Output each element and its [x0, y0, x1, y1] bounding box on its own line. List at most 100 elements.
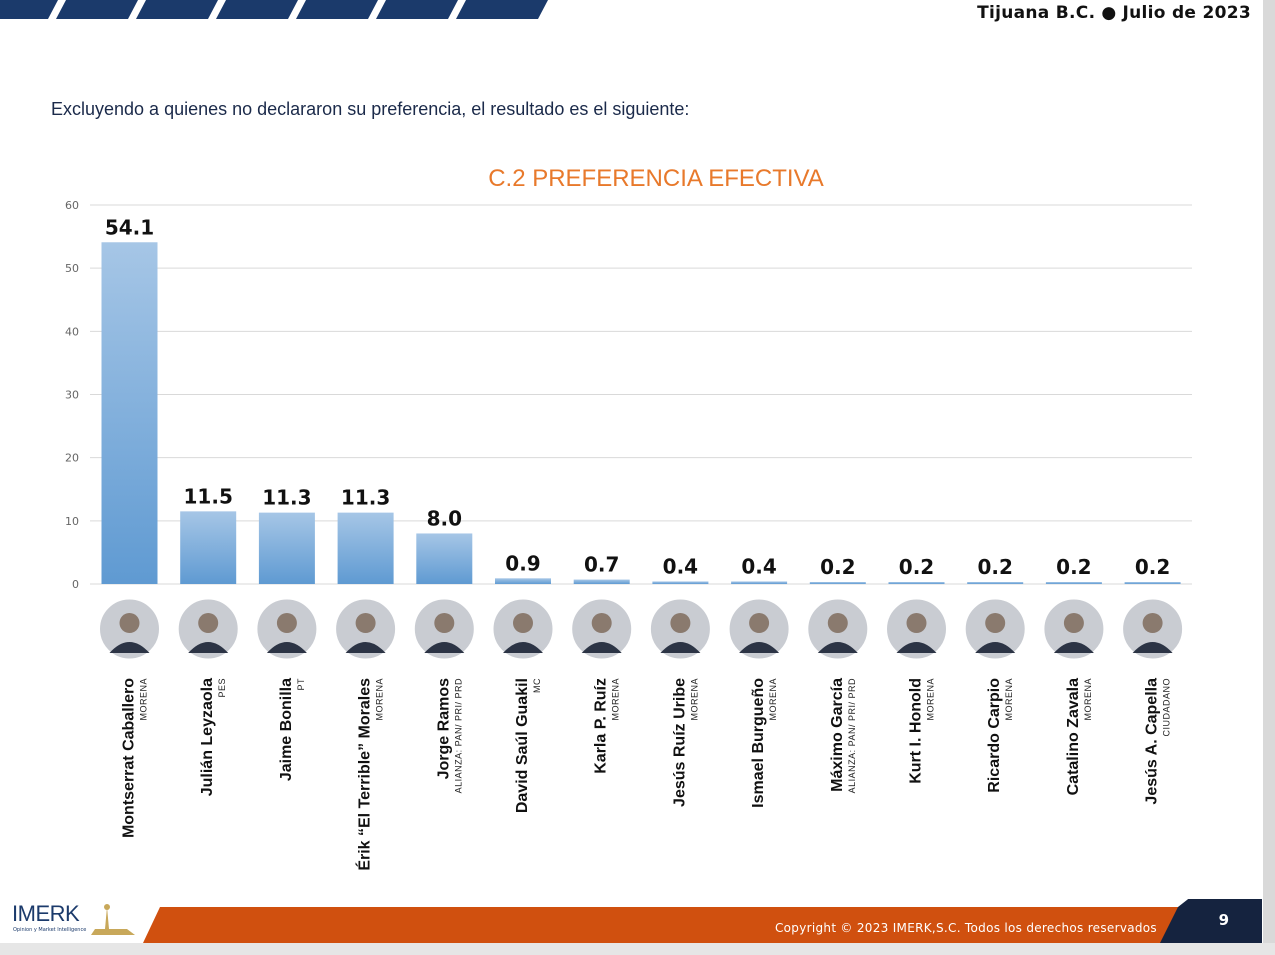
avatar-body-icon	[660, 642, 701, 653]
bar	[809, 582, 866, 584]
avatar-body-icon	[503, 642, 543, 653]
avatar-body-icon	[581, 642, 622, 653]
avatar-body-icon	[739, 642, 780, 653]
y-tick-label: 40	[65, 325, 79, 338]
candidate-name: Ricardo Carpio	[986, 678, 1003, 793]
data-label: 11.5	[184, 484, 233, 508]
bar	[1045, 582, 1102, 584]
data-label: 0.2	[820, 555, 855, 579]
avatar-head-icon	[1142, 613, 1163, 633]
y-tick-label: 30	[65, 389, 79, 402]
avatar-head-icon	[119, 613, 140, 633]
bar	[888, 582, 945, 584]
avatar-head-icon	[1063, 613, 1084, 633]
page-number: 9	[1218, 911, 1229, 929]
candidate-party: MORENA	[1004, 678, 1014, 721]
copyright-text: Copyright © 2023 IMERK,S.C. Todos los de…	[774, 921, 1157, 935]
y-tick-label: 60	[65, 199, 79, 212]
avatar-head-icon	[513, 613, 533, 633]
avatar-body-icon	[109, 642, 150, 653]
candidate-name: Máximo García	[829, 678, 846, 792]
avatar-head-icon	[670, 613, 691, 633]
candidate-name: David Saúl Guakil	[514, 678, 531, 813]
bar	[573, 579, 630, 584]
bar	[337, 512, 394, 584]
avatar-head-icon	[355, 613, 376, 633]
avatar-body-icon	[188, 642, 229, 653]
candidate-party: MORENA	[768, 678, 778, 721]
avatar-body-icon	[1053, 642, 1094, 653]
avatar-head-icon	[749, 613, 770, 633]
candidate-name: Karla P. Ruíz	[593, 678, 610, 774]
data-label: 0.9	[505, 551, 540, 575]
candidate-name: Catalino Zavala	[1065, 678, 1082, 795]
bar	[731, 581, 788, 584]
avatar-body-icon	[896, 642, 937, 653]
data-label: 8.0	[427, 506, 462, 530]
avatar-head-icon	[985, 613, 1006, 633]
data-label: 0.2	[899, 555, 934, 579]
candidate-party: MORENA	[926, 678, 936, 721]
avatar-head-icon	[276, 613, 297, 633]
data-label: 0.7	[584, 553, 619, 577]
logo-tagline: Opinion y Market Intelligence	[13, 927, 87, 933]
bar	[258, 512, 315, 584]
preference-bar-chart: C.2 PREFERENCIA EFECTIVA 0 10 20 30 40 50 60 54.…	[65, 165, 1192, 871]
y-tick-label: 20	[65, 452, 79, 465]
candidate-name: Kurt I. Honold	[908, 678, 925, 784]
bar	[967, 582, 1024, 584]
candidate-name: Jesús A. Capella	[1144, 678, 1161, 805]
chart-title: C.2 PREFERENCIA EFECTIVA	[488, 165, 824, 192]
bar	[180, 511, 237, 584]
data-label: 0.2	[1056, 555, 1091, 579]
date-text: Julio de 2023	[1122, 3, 1251, 23]
header-stripes	[0, 0, 548, 19]
bar	[1124, 582, 1181, 584]
bar	[495, 578, 551, 584]
candidate-name: Jaime Bonilla	[278, 678, 295, 781]
candidate-party: MORENA	[689, 678, 699, 721]
candidate-party: ALIANZA: PAN/ PRI/ PRD	[847, 678, 857, 793]
candidate-party: MC	[532, 678, 542, 693]
data-label: 0.2	[1135, 555, 1170, 579]
location-text: Tijuana B.C.	[977, 3, 1096, 23]
footer-bar	[143, 899, 1262, 943]
bar	[416, 533, 473, 584]
logo-text: IMERK	[12, 901, 80, 926]
candidate-name: Jorge Ramos	[435, 678, 452, 779]
y-tick-label: 0	[72, 578, 79, 591]
candidate-party: MORENA	[375, 678, 385, 721]
data-label: 11.3	[262, 486, 311, 510]
data-label: 0.4	[741, 554, 776, 578]
logo-mark-icon	[91, 904, 135, 935]
slide-right-edge	[1263, 0, 1275, 955]
candidate-party: PES	[217, 678, 227, 698]
candidate-name: Julián Leyzaola	[199, 678, 216, 796]
avatar-body-icon	[345, 642, 386, 653]
intro-text: Excluyendo a quienes no declararon su pr…	[51, 99, 690, 119]
avatar-head-icon	[906, 613, 927, 633]
slide-bottom-edge	[0, 943, 1275, 955]
candidate-party: MORENA	[611, 678, 621, 721]
candidate-party: MORENA	[1083, 678, 1093, 721]
data-label: 11.3	[341, 486, 390, 510]
candidate-party: MORENA	[139, 678, 149, 721]
candidate-name: Ismael Burgueño	[750, 678, 767, 808]
avatar-body-icon	[266, 642, 307, 653]
candidate-party: CIUDADANO	[1162, 678, 1172, 737]
avatar-body-icon	[1132, 642, 1173, 653]
imerk-logo: IMERK Opinion y Market Intelligence	[12, 899, 142, 939]
candidate-name: Montserrat Caballero	[121, 678, 138, 838]
avatar-head-icon	[591, 613, 612, 633]
data-label: 0.4	[663, 554, 698, 578]
avatar-head-icon	[827, 613, 848, 633]
candidate-name: Jesús Ruíz Uribe	[671, 678, 688, 807]
candidate-party: PT	[296, 678, 306, 691]
candidate-party: ALIANZA: PAN/ PRI/ PRD	[453, 678, 463, 793]
candidate-name: Érik “El Terrible” Morales	[355, 678, 374, 871]
avatar-body-icon	[817, 642, 858, 653]
data-label: 0.2	[977, 555, 1012, 579]
avatar-body-icon	[975, 642, 1016, 653]
location-date-header: Tijuana B.C. ● Julio de 2023	[977, 3, 1251, 23]
y-tick-label: 50	[65, 262, 79, 275]
